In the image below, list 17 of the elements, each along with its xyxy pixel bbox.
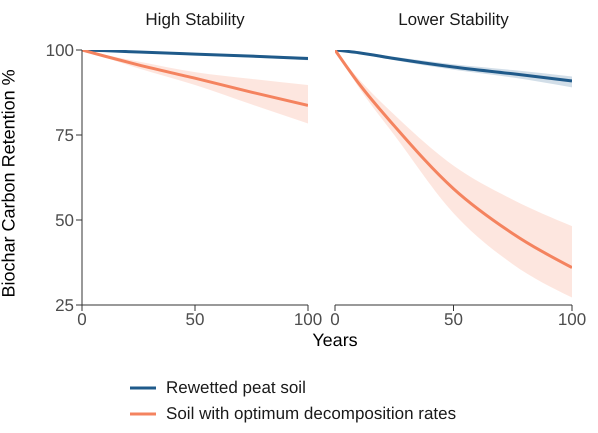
x-tick-label: 100 <box>558 310 586 330</box>
legend-label: Rewetted peat soil <box>166 378 306 398</box>
x-tick-label: 0 <box>330 310 340 330</box>
y-tick-label: 50 <box>55 211 74 230</box>
chart-title: Lower Stability <box>397 10 510 30</box>
x-tick-label: 100 <box>294 310 322 330</box>
y-tick-label: 75 <box>55 126 74 146</box>
legend-label: Soil with optimum decomposition rates <box>166 404 456 424</box>
x-axis-title: Years <box>311 330 359 351</box>
y-tick-label: 100 <box>46 41 74 60</box>
y-axis-title: Biochar Carbon Retention % <box>0 69 18 298</box>
line-series <box>82 50 308 107</box>
x-tick-label: 0 <box>77 310 87 330</box>
chart-title: High Stability <box>144 10 246 30</box>
x-tick-label: 50 <box>186 310 204 330</box>
y-tick-label: 25 <box>55 296 74 316</box>
x-tick-label: 50 <box>444 310 463 330</box>
